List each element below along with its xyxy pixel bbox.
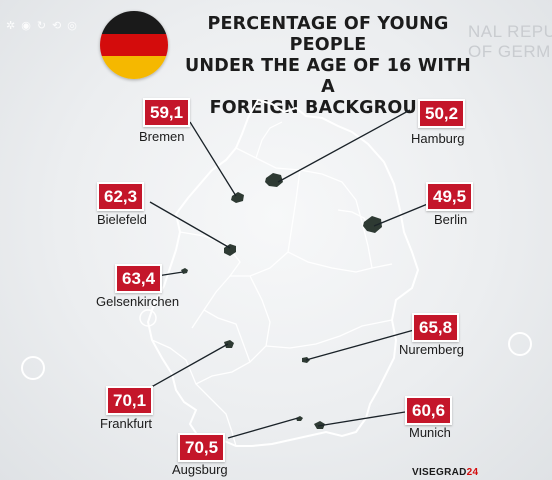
background-circle-decoration (139, 309, 157, 327)
leader-line-bremen (189, 121, 237, 197)
leader-line-frankfurt (145, 343, 229, 391)
share-icon[interactable]: ⟲ (52, 20, 62, 32)
refresh-icon[interactable]: ↻ (36, 20, 47, 32)
gear-icon[interactable]: ✲ (6, 20, 16, 32)
value-badge-gelsenkirchen: 63,4 (115, 264, 163, 293)
background-text-line-1: NAL REPU (468, 22, 552, 41)
value-badge-bremen: 59,1 (143, 98, 191, 127)
leader-line-berlin (373, 202, 431, 227)
city-marker-bremen (231, 192, 244, 203)
source-logo: VISEGRAD24 (412, 467, 478, 478)
city-label-augsburg: Augsburg (172, 462, 228, 477)
leader-line-hamburg (277, 109, 411, 183)
value-badge-bielefeld: 62,3 (97, 182, 145, 211)
state-border (151, 339, 237, 447)
background-circle-decoration (508, 332, 532, 356)
value-badge-nuremberg: 65,8 (412, 313, 460, 342)
eye-outline-icon[interactable]: ◎ (67, 20, 77, 32)
state-border (230, 169, 301, 277)
state-border (195, 275, 271, 385)
city-marker-berlin (363, 216, 382, 233)
value-badge-augsburg: 70,5 (178, 433, 226, 462)
city-label-berlin: Berlin (434, 212, 468, 227)
germany-flag-icon (100, 11, 168, 79)
state-border (255, 121, 283, 159)
state-border (203, 309, 251, 363)
city-label-gelsenkirchen: Gelsenkirchen (96, 294, 180, 309)
toolbar-icons: ✲ ◉ ↻ ⟲ ◎ (6, 20, 77, 32)
state-border (265, 319, 393, 349)
value-badge-frankfurt: 70,1 (106, 386, 154, 415)
city-label-frankfurt: Frankfurt (100, 416, 153, 431)
leader-line-munich (317, 411, 406, 427)
background-circle-decoration (21, 356, 45, 380)
city-label-hamburg: Hamburg (411, 131, 465, 146)
state-border (287, 251, 393, 273)
city-label-munich: Munich (409, 425, 451, 440)
city-label-bielefeld: Bielefeld (97, 212, 147, 227)
flag-stripe-gold (100, 56, 168, 79)
city-marker-munich (314, 421, 325, 429)
city-marker-frankfurt (224, 340, 234, 348)
leader-line-nuremberg (305, 329, 415, 361)
city-marker-hamburg (265, 173, 283, 187)
title-line-2: UNDER THE AGE OF 16 WITH A (184, 56, 472, 97)
source-logo-suffix: 24 (466, 467, 479, 478)
background-text-line-2: OF GERM (468, 42, 551, 61)
title-line-1: PERCENTAGE OF YOUNG PEOPLE (207, 14, 449, 55)
flag-stripe-black (100, 11, 168, 34)
value-badge-hamburg: 50,2 (418, 99, 466, 128)
city-label-bremen: Bremen (139, 129, 185, 144)
eye-icon[interactable]: ◉ (21, 20, 31, 32)
city-label-nuremberg: Nuremberg (399, 342, 465, 357)
value-badge-berlin: 49,5 (426, 182, 474, 211)
leader-line-bielefeld (149, 201, 231, 249)
flag-stripe-red (100, 33, 168, 57)
value-badge-munich: 60,6 (405, 396, 453, 425)
city-marker-augsburg (296, 416, 303, 421)
source-logo-prefix: VISEGRAD (412, 467, 467, 478)
germany-outline (146, 98, 420, 447)
state-border (179, 231, 241, 329)
leader-line-augsburg (227, 417, 299, 439)
city-marker-gelsenkirchen (181, 268, 188, 274)
state-border (235, 147, 373, 269)
